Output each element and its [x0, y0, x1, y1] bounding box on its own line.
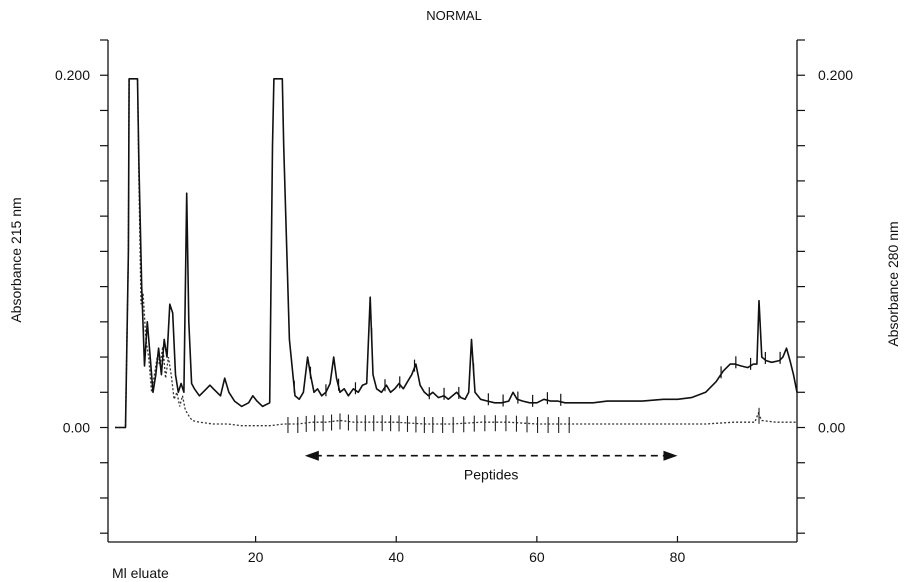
x-tick-label-80: 80 [670, 549, 686, 565]
chart-title: NORMAL [426, 8, 482, 23]
right-y-axis-label: Absorbance 280 nm [885, 221, 901, 346]
x-axis-label: Ml eluate [112, 565, 169, 581]
right-axis-ticks [797, 39, 805, 534]
right-y-tick-label-1: 0.200 [818, 67, 853, 83]
peptides-arrow-right-head [663, 450, 678, 461]
peptides-arrow-left-head [304, 450, 319, 461]
left-axis-ticks [100, 39, 108, 534]
x-axis-ticks [255, 536, 679, 542]
absorbance-215-trace [115, 78, 798, 429]
left-y-tick-label-0: 0.00 [63, 420, 90, 436]
fraction-marks-280 [287, 407, 760, 433]
left-y-tick-label-1: 0.200 [55, 67, 90, 83]
x-tick-label-20: 20 [248, 549, 264, 565]
fraction-marks-215 [293, 327, 781, 407]
right-y-tick-label-0: 0.00 [818, 420, 845, 436]
left-y-axis-label: Absorbance 215 nm [8, 197, 24, 322]
absorbance-280-trace [115, 78, 797, 429]
x-tick-label-40: 40 [388, 549, 404, 565]
peptides-label: Peptides [464, 467, 518, 483]
x-tick-label-60: 60 [529, 549, 545, 565]
